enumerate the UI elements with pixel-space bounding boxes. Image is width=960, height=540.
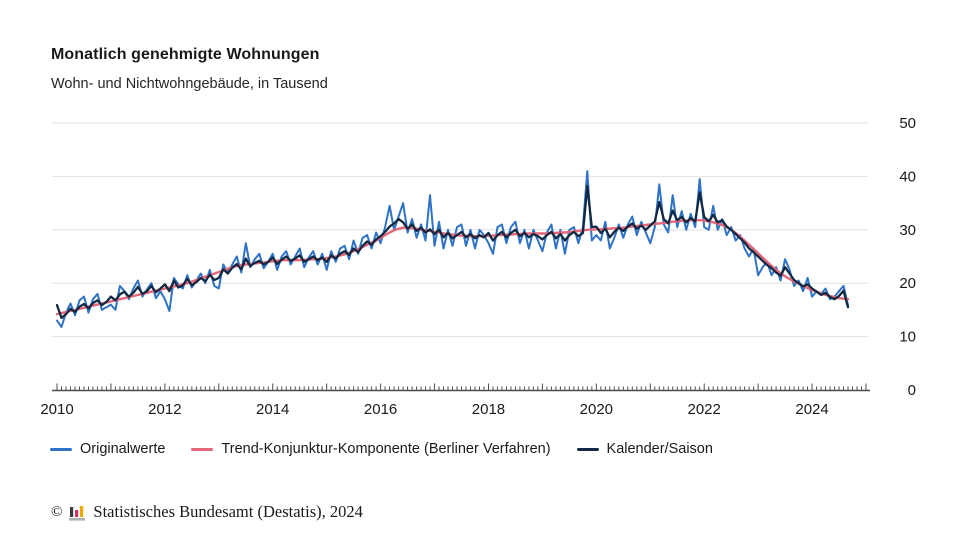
series-line-originalwerte [56, 170, 849, 328]
y-axis-label: 30 [899, 222, 916, 239]
y-axis-label: 20 [899, 275, 916, 292]
y-axis-label: 0 [908, 382, 916, 399]
y-axis-label: 50 [899, 115, 916, 132]
x-axis-label: 2018 [472, 401, 505, 418]
legend-item-trend: Trend-Konjunktur-Komponente (Berliner Ve… [191, 441, 551, 457]
legend-item-originalwerte: Originalwerte [50, 441, 165, 457]
x-axis-label: 2010 [40, 401, 73, 418]
x-axis-label: 2022 [688, 401, 721, 418]
legend-label: Trend-Konjunktur-Komponente (Berliner Ve… [221, 441, 551, 457]
x-axis-label: 2020 [580, 401, 613, 418]
legend-item-kalender-saison: Kalender/Saison [576, 441, 713, 457]
y-axis-label: 40 [899, 168, 916, 185]
chart-legend: Originalwerte Trend-Konjunktur-Komponent… [50, 441, 713, 457]
series-line-kalender-saison [55, 184, 850, 320]
legend-label: Originalwerte [80, 441, 166, 457]
page-subtitle: Wohn- und Nichtwohngebäude, in Tausend [51, 76, 328, 92]
originalwerte-line-swatch-icon [50, 447, 72, 451]
x-axis-label: 2024 [795, 401, 828, 418]
x-axis-label: 2016 [364, 401, 397, 418]
x-axis-label: 2012 [148, 401, 181, 418]
source-text: Statistisches Bundesamt (Destatis), 2024 [93, 502, 363, 521]
x-axis-label: 2014 [256, 401, 289, 418]
y-axis-label: 10 [899, 329, 916, 346]
kalender-saison-line-swatch-icon [576, 447, 599, 451]
page-title: Monatlich genehmigte Wohnungen [51, 46, 320, 63]
copyright-symbol: © [51, 503, 63, 520]
destatis-bar-chart-icon [69, 505, 86, 521]
trend-line-swatch-icon [191, 447, 214, 451]
legend-label: Kalender/Saison [606, 441, 713, 457]
series-line-trend-konjunktur-komponente-berliner-verfahren [55, 218, 850, 316]
source-attribution: © Statistisches Bundesamt (Destatis), 20… [51, 502, 363, 522]
